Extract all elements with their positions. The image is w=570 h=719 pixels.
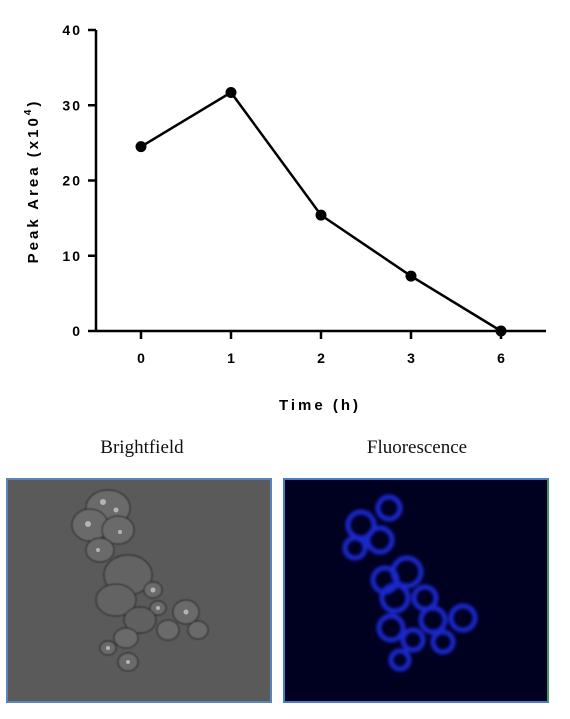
data-point [495, 325, 507, 337]
data-point [315, 209, 327, 221]
x-tick-label: 2 [317, 350, 325, 366]
chart-ticks: 0 10 20 30 40 0 1 2 3 6 [62, 22, 505, 366]
x-tick-label: 0 [137, 350, 145, 366]
y-tick-label: 0 [72, 323, 82, 339]
fluorescence-title: Fluorescence [366, 437, 468, 458]
x-tick-label: 3 [407, 350, 415, 366]
y-tick-label: 40 [62, 22, 82, 38]
y-tick-label: 10 [62, 248, 82, 264]
y-axis-label: Peak Area (x104) [23, 99, 42, 264]
y-tick-label: 20 [62, 173, 82, 189]
x-tick-label: 6 [497, 350, 505, 366]
data-point [225, 86, 237, 98]
fluorescence-image [283, 478, 549, 703]
line-chart: 0 10 20 30 40 0 1 2 3 6 Peak Area (x104) Time (h) [23, 22, 546, 414]
y-tick-label: 30 [62, 97, 82, 113]
x-tick-label: 1 [227, 350, 235, 366]
data-point [135, 141, 147, 153]
brightfield-image [6, 478, 272, 703]
chart-series [135, 86, 507, 337]
brightfield-title: Brightfield [100, 437, 184, 458]
data-point [405, 270, 417, 282]
x-axis-label: Time (h) [279, 397, 361, 414]
chart-axes [94, 30, 546, 333]
